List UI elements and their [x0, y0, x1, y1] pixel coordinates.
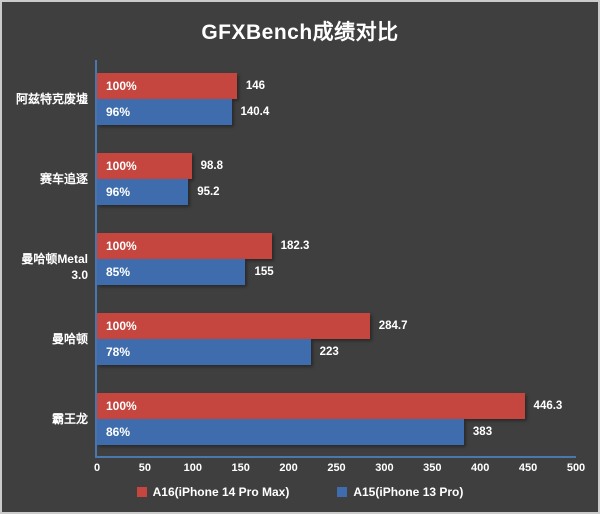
bar-row-a15-0: 96% 140.4	[97, 99, 576, 125]
x-tick-450: 450	[518, 462, 538, 474]
percent-label: 86%	[106, 425, 131, 439]
legend-label-a16: A16(iPhone 14 Pro Max)	[152, 485, 290, 499]
bar-a15: 96%	[97, 179, 189, 205]
bar-a16: 100%	[97, 153, 192, 179]
x-tick-500: 500	[566, 462, 586, 474]
percent-label: 85%	[106, 265, 131, 279]
percent-label: 100%	[106, 399, 137, 413]
bar-row-a16-0: 100% 146	[97, 73, 576, 99]
percent-label: 78%	[106, 345, 131, 359]
bar-a15: 85%	[97, 259, 246, 285]
legend-swatch-a16	[136, 487, 147, 497]
bar-a15: 96%	[97, 99, 232, 125]
legend-label-a15: A15(iPhone 13 Pro)	[353, 485, 464, 499]
category-label-0: 阿兹特克废墟	[15, 92, 88, 106]
value-label: 284.7	[378, 320, 408, 332]
percent-label: 100%	[106, 159, 137, 173]
bar-a16: 100%	[97, 313, 370, 339]
bar-a16: 100%	[97, 393, 525, 419]
x-tick-50: 50	[138, 462, 152, 474]
bar-row-a16-1: 100% 98.8	[97, 153, 576, 179]
bar-a15: 78%	[97, 339, 311, 365]
x-tick-100: 100	[183, 462, 202, 474]
x-tick-0: 0	[93, 462, 101, 474]
plot-area: 100% 146 96% 140.4 100% 98.8 96% 95.2 100% 182.3 8…	[95, 60, 576, 458]
x-tick-400: 400	[471, 462, 490, 474]
value-label: 95.2	[197, 186, 220, 198]
x-axis-ticks: 0 50 100 150 200 250 300 350 400 450 500	[93, 462, 585, 476]
percent-label: 100%	[106, 319, 137, 333]
x-tick-150: 150	[231, 462, 250, 474]
bar-a16: 100%	[97, 73, 237, 99]
bar-row-a15-2: 85% 155	[97, 259, 576, 285]
bar-row-a16-3: 100% 284.7	[97, 313, 576, 339]
category-label-1: 赛车追逐	[39, 172, 88, 186]
value-label: 140.4	[240, 106, 270, 118]
bar-row-a16-4: 100% 446.3	[97, 393, 576, 419]
value-label: 383	[472, 426, 493, 438]
value-label: 146	[245, 80, 266, 92]
category-label-4: 霸王龙	[51, 412, 88, 426]
legend-item-a15: A15(iPhone 13 Pro)	[337, 485, 463, 499]
value-label: 446.3	[533, 400, 563, 412]
bar-a16: 100%	[97, 233, 272, 259]
value-label: 182.3	[280, 240, 310, 252]
value-label: 223	[319, 346, 339, 358]
percent-label: 100%	[106, 239, 137, 253]
percent-label: 100%	[106, 79, 137, 93]
legend-item-a16: A16(iPhone 14 Pro Max)	[136, 485, 290, 499]
x-tick-350: 350	[423, 462, 442, 474]
bar-a15: 86%	[97, 419, 464, 445]
bar-row-a15-3: 78% 223	[97, 339, 576, 365]
x-tick-250: 250	[327, 462, 346, 474]
bar-row-a16-2: 100% 182.3	[97, 233, 576, 259]
legend-swatch-a15	[337, 487, 348, 497]
category-label-2: 曼哈顿Metal 3.0	[21, 252, 88, 282]
bar-row-a15-4: 86% 383	[97, 419, 576, 445]
legend: A16(iPhone 14 Pro Max) A15(iPhone 13 Pro…	[2, 485, 598, 499]
percent-label: 96%	[106, 185, 131, 199]
value-label: 155	[254, 266, 274, 278]
bar-row-a15-1: 96% 95.2	[97, 179, 576, 205]
x-tick-200: 200	[279, 462, 298, 474]
chart-title: GFXBench成绩对比	[201, 21, 399, 44]
x-tick-300: 300	[375, 462, 394, 474]
value-label: 98.8	[200, 160, 224, 172]
percent-label: 96%	[106, 105, 131, 119]
category-label-3: 曼哈顿	[51, 332, 88, 346]
